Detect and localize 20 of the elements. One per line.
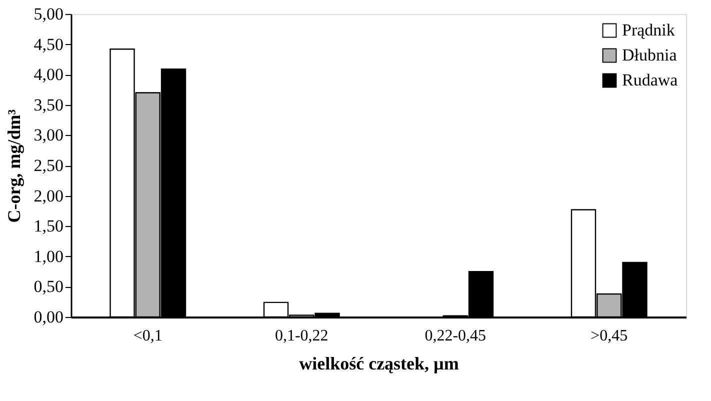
x-tick-label: 0,22-0,45 [424, 328, 486, 344]
legend-label: Prądnik [622, 20, 676, 40]
y-tick-label: 2,50 [34, 156, 64, 175]
y-axis-title: C-org, mg/dm³ [4, 108, 24, 223]
y-tick-label: 1,50 [34, 216, 64, 236]
y-tick-label: 0,50 [34, 277, 64, 296]
legend-label: Dłubnia [622, 46, 678, 64]
y-tick-label: 5,00 [34, 4, 64, 24]
y-tick-label: 4,50 [34, 34, 64, 54]
y-tick-label: 2,00 [34, 186, 64, 206]
y-tick-label: 3,50 [34, 95, 64, 114]
x-tick-label: 0,1-0,22 [274, 328, 328, 344]
x-axis-title: wielkość cząstek, µm [299, 354, 459, 374]
x-tick-label: >0,45 [590, 328, 628, 344]
legend-label: Rudawa [622, 70, 678, 90]
y-tick-label: 0,00 [34, 308, 64, 326]
y-tick-label: 4,00 [34, 65, 64, 84]
y-tick-label: 3,00 [34, 126, 64, 145]
x-tick-label: <0,1 [133, 328, 162, 344]
y-tick-label: 1,00 [34, 246, 64, 266]
